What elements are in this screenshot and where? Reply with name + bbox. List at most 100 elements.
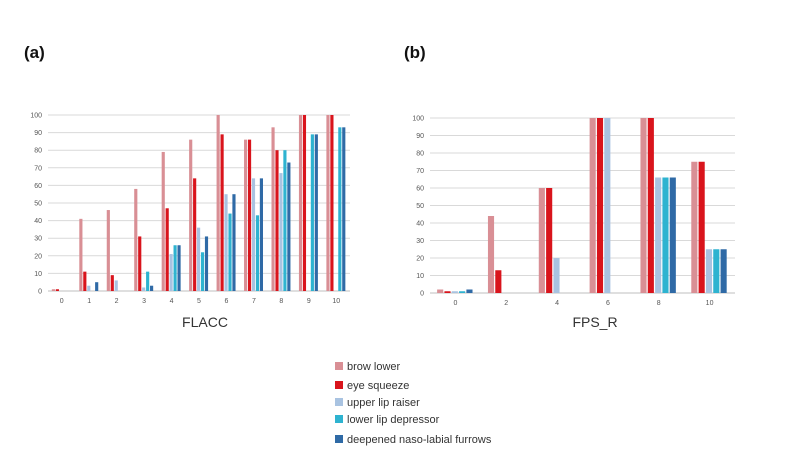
legend-swatch — [335, 362, 343, 370]
bar-eye-squeeze-10 — [330, 115, 334, 291]
bar-deepened-naso-labial-furrows-6 — [232, 194, 236, 291]
bar-lower-lip-depressor-3 — [146, 271, 150, 291]
bar-brow-lower-2 — [106, 210, 110, 291]
bar-deepened-naso-labial-furrows-4 — [177, 245, 181, 291]
bar-lower-lip-depressor-7 — [255, 215, 260, 291]
x-tick-label: 9 — [307, 298, 311, 305]
panel-label-b: (b) — [404, 43, 426, 62]
x-tick-label: 4 — [170, 298, 174, 305]
bar-lower-lip-depressor-5 — [200, 252, 205, 291]
y-tick-label: 0 — [420, 291, 424, 298]
y-tick-label: 60 — [34, 183, 42, 190]
bar-eye-squeeze-10 — [698, 161, 705, 293]
y-tick-label: 0 — [38, 289, 42, 296]
x-axis-title: FPS_R — [572, 314, 617, 330]
bar-upper-lip-raiser-3 — [142, 287, 146, 291]
bar-brow-lower-1 — [79, 218, 83, 291]
y-tick-label: 20 — [416, 256, 424, 263]
y-tick-label: 80 — [34, 148, 42, 155]
y-tick-label: 50 — [34, 201, 42, 208]
bar-eye-squeeze-1 — [83, 271, 87, 291]
x-tick-label: 5 — [197, 298, 201, 305]
y-tick-label: 90 — [34, 130, 42, 137]
bar-upper-lip-raiser-0 — [451, 291, 458, 293]
y-tick-label: 30 — [34, 236, 42, 243]
bar-lower-lip-depressor-4 — [173, 245, 177, 291]
legend-label: deepened naso-labial furrows — [347, 434, 492, 446]
bar-brow-lower-10 — [691, 161, 698, 293]
legend: brow lower eye squeeze upper lip raiser low… — [335, 361, 492, 446]
y-tick-label: 20 — [34, 253, 42, 260]
x-tick-label: 6 — [606, 300, 610, 307]
x-tick-label: 4 — [555, 300, 559, 307]
bar-upper-lip-raiser-4 — [553, 258, 560, 293]
bar-eye-squeeze-5 — [193, 178, 197, 291]
bar-upper-lip-raiser-8 — [279, 173, 283, 291]
bar-deepened-naso-labial-furrows-1 — [95, 282, 99, 291]
bar-upper-lip-raiser-4 — [169, 254, 173, 291]
bar-brow-lower-9 — [298, 115, 303, 291]
bar-upper-lip-raiser-7 — [251, 178, 256, 291]
bar-brow-lower-0 — [437, 289, 444, 293]
legend-swatch — [335, 381, 343, 389]
bar-brow-lower-3 — [134, 188, 138, 291]
x-tick-label: 8 — [279, 298, 283, 305]
bar-lower-lip-depressor-8 — [283, 150, 287, 291]
legend-label: lower lip depressor — [347, 414, 440, 426]
bar-brow-lower-6 — [216, 115, 220, 291]
bar-deepened-naso-labial-furrows-10 — [720, 249, 727, 293]
bar-brow-lower-4 — [538, 188, 545, 293]
bar-eye-squeeze-3 — [138, 236, 142, 291]
chart-fps-r: 0 10 20 30 40 50 60 70 80 90 100 0 2 4 6 8 10 FPS_R — [412, 116, 735, 330]
bar-brow-lower-2 — [487, 216, 495, 293]
bar-eye-squeeze-7 — [247, 139, 252, 291]
bar-brow-lower-5 — [189, 139, 193, 291]
bar-eye-squeeze-9 — [302, 115, 307, 291]
bar-upper-lip-raiser-8 — [655, 177, 662, 293]
y-tick-label: 40 — [416, 221, 424, 228]
bar-brow-lower-8 — [640, 118, 647, 293]
legend-label: eye squeeze — [347, 380, 409, 392]
bar-deepened-naso-labial-furrows-10 — [342, 127, 346, 291]
bar-brow-lower-4 — [161, 151, 165, 291]
bar-brow-lower-8 — [271, 127, 275, 291]
y-tick-label: 70 — [416, 168, 424, 175]
x-tick-label: 2 — [504, 300, 508, 307]
x-tick-label: 8 — [657, 300, 661, 307]
legend-swatch — [335, 415, 343, 423]
bar-upper-lip-raiser-5 — [197, 227, 201, 291]
y-tick-label: 90 — [416, 133, 424, 140]
y-tick-label: 10 — [34, 271, 42, 278]
bar-brow-lower-6 — [589, 118, 596, 293]
bar-eye-squeeze-6 — [220, 134, 224, 291]
bar-brow-lower-10 — [326, 115, 330, 291]
legend-swatch — [335, 435, 343, 443]
legend-label: upper lip raiser — [347, 397, 420, 409]
bar-eye-squeeze-6 — [596, 118, 604, 293]
x-tick-label: 10 — [706, 300, 714, 307]
x-tick-label: 1 — [87, 298, 91, 305]
bar-deepened-naso-labial-furrows-8 — [287, 162, 291, 291]
x-tick-label: 6 — [225, 298, 229, 305]
bar-upper-lip-raiser-1 — [87, 285, 91, 291]
bar-deepened-naso-labial-furrows-5 — [204, 236, 209, 291]
bar-brow-lower-7 — [244, 139, 248, 291]
x-tick-label: 7 — [252, 298, 256, 305]
x-axis-title: FLACC — [182, 314, 228, 330]
bar-eye-squeeze-8 — [275, 150, 279, 291]
bar-deepened-naso-labial-furrows-9 — [314, 134, 318, 291]
x-tick-label: 2 — [115, 298, 119, 305]
y-tick-label: 30 — [416, 238, 424, 245]
bar-lower-lip-depressor-9 — [310, 134, 314, 291]
bar-lower-lip-depressor-10 — [713, 249, 720, 293]
bar-deepened-naso-labial-furrows-7 — [259, 178, 263, 291]
panel-label-a: (a) — [24, 43, 45, 62]
bar-lower-lip-depressor-10 — [338, 127, 342, 291]
x-tick-label: 3 — [142, 298, 146, 305]
bar-upper-lip-raiser-6 — [604, 118, 611, 293]
y-tick-label: 60 — [416, 186, 424, 193]
x-tick-label: 10 — [332, 298, 340, 305]
bar-eye-squeeze-0 — [55, 289, 59, 291]
bar-lower-lip-depressor-6 — [228, 213, 232, 291]
